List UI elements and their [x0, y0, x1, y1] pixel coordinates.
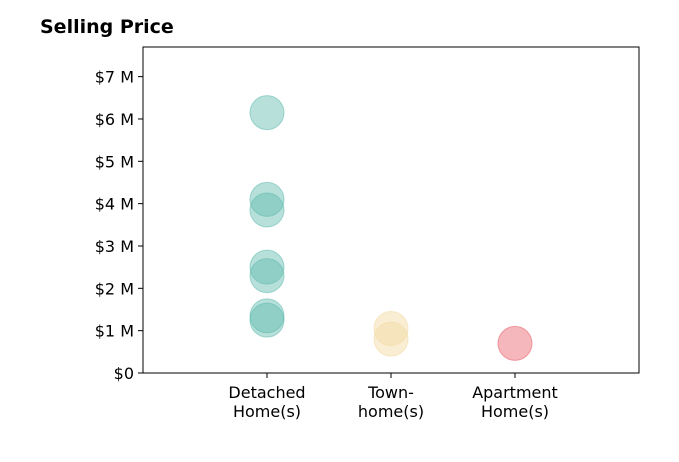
- data-point: [249, 258, 285, 294]
- y-tick-label: $2 M: [95, 279, 134, 298]
- x-axis: Detached Home(s) Town-home(s) Apartment Home…: [228, 373, 558, 421]
- x-tick-label: Apartment Home(s): [472, 383, 558, 421]
- y-tick-label: $7 M: [95, 68, 134, 87]
- x-tick-label: Town-home(s): [358, 383, 424, 421]
- data-point: [249, 249, 285, 285]
- data-point: [249, 192, 285, 228]
- y-tick-label: $1 M: [95, 322, 134, 341]
- y-tick-label: $4 M: [95, 195, 134, 214]
- data-point: [249, 181, 285, 217]
- x-tick-label: Detached Home(s): [228, 383, 305, 421]
- data-point: [249, 298, 285, 334]
- chart-title: Selling Price: [40, 16, 174, 38]
- data-point: [249, 95, 285, 131]
- y-tick-label: $3 M: [95, 237, 134, 256]
- y-tick-label: $0: [114, 364, 134, 383]
- data-points: [249, 95, 533, 361]
- data-point: [373, 311, 409, 347]
- data-point: [249, 302, 285, 338]
- data-point: [497, 325, 533, 361]
- y-tick-label: $5 M: [95, 152, 134, 171]
- y-axis: $0 $1 M $2 M $3 M $4 M $5 M $6 M $7 M: [95, 68, 143, 383]
- y-tick-label: $6 M: [95, 110, 134, 129]
- data-point: [373, 321, 409, 357]
